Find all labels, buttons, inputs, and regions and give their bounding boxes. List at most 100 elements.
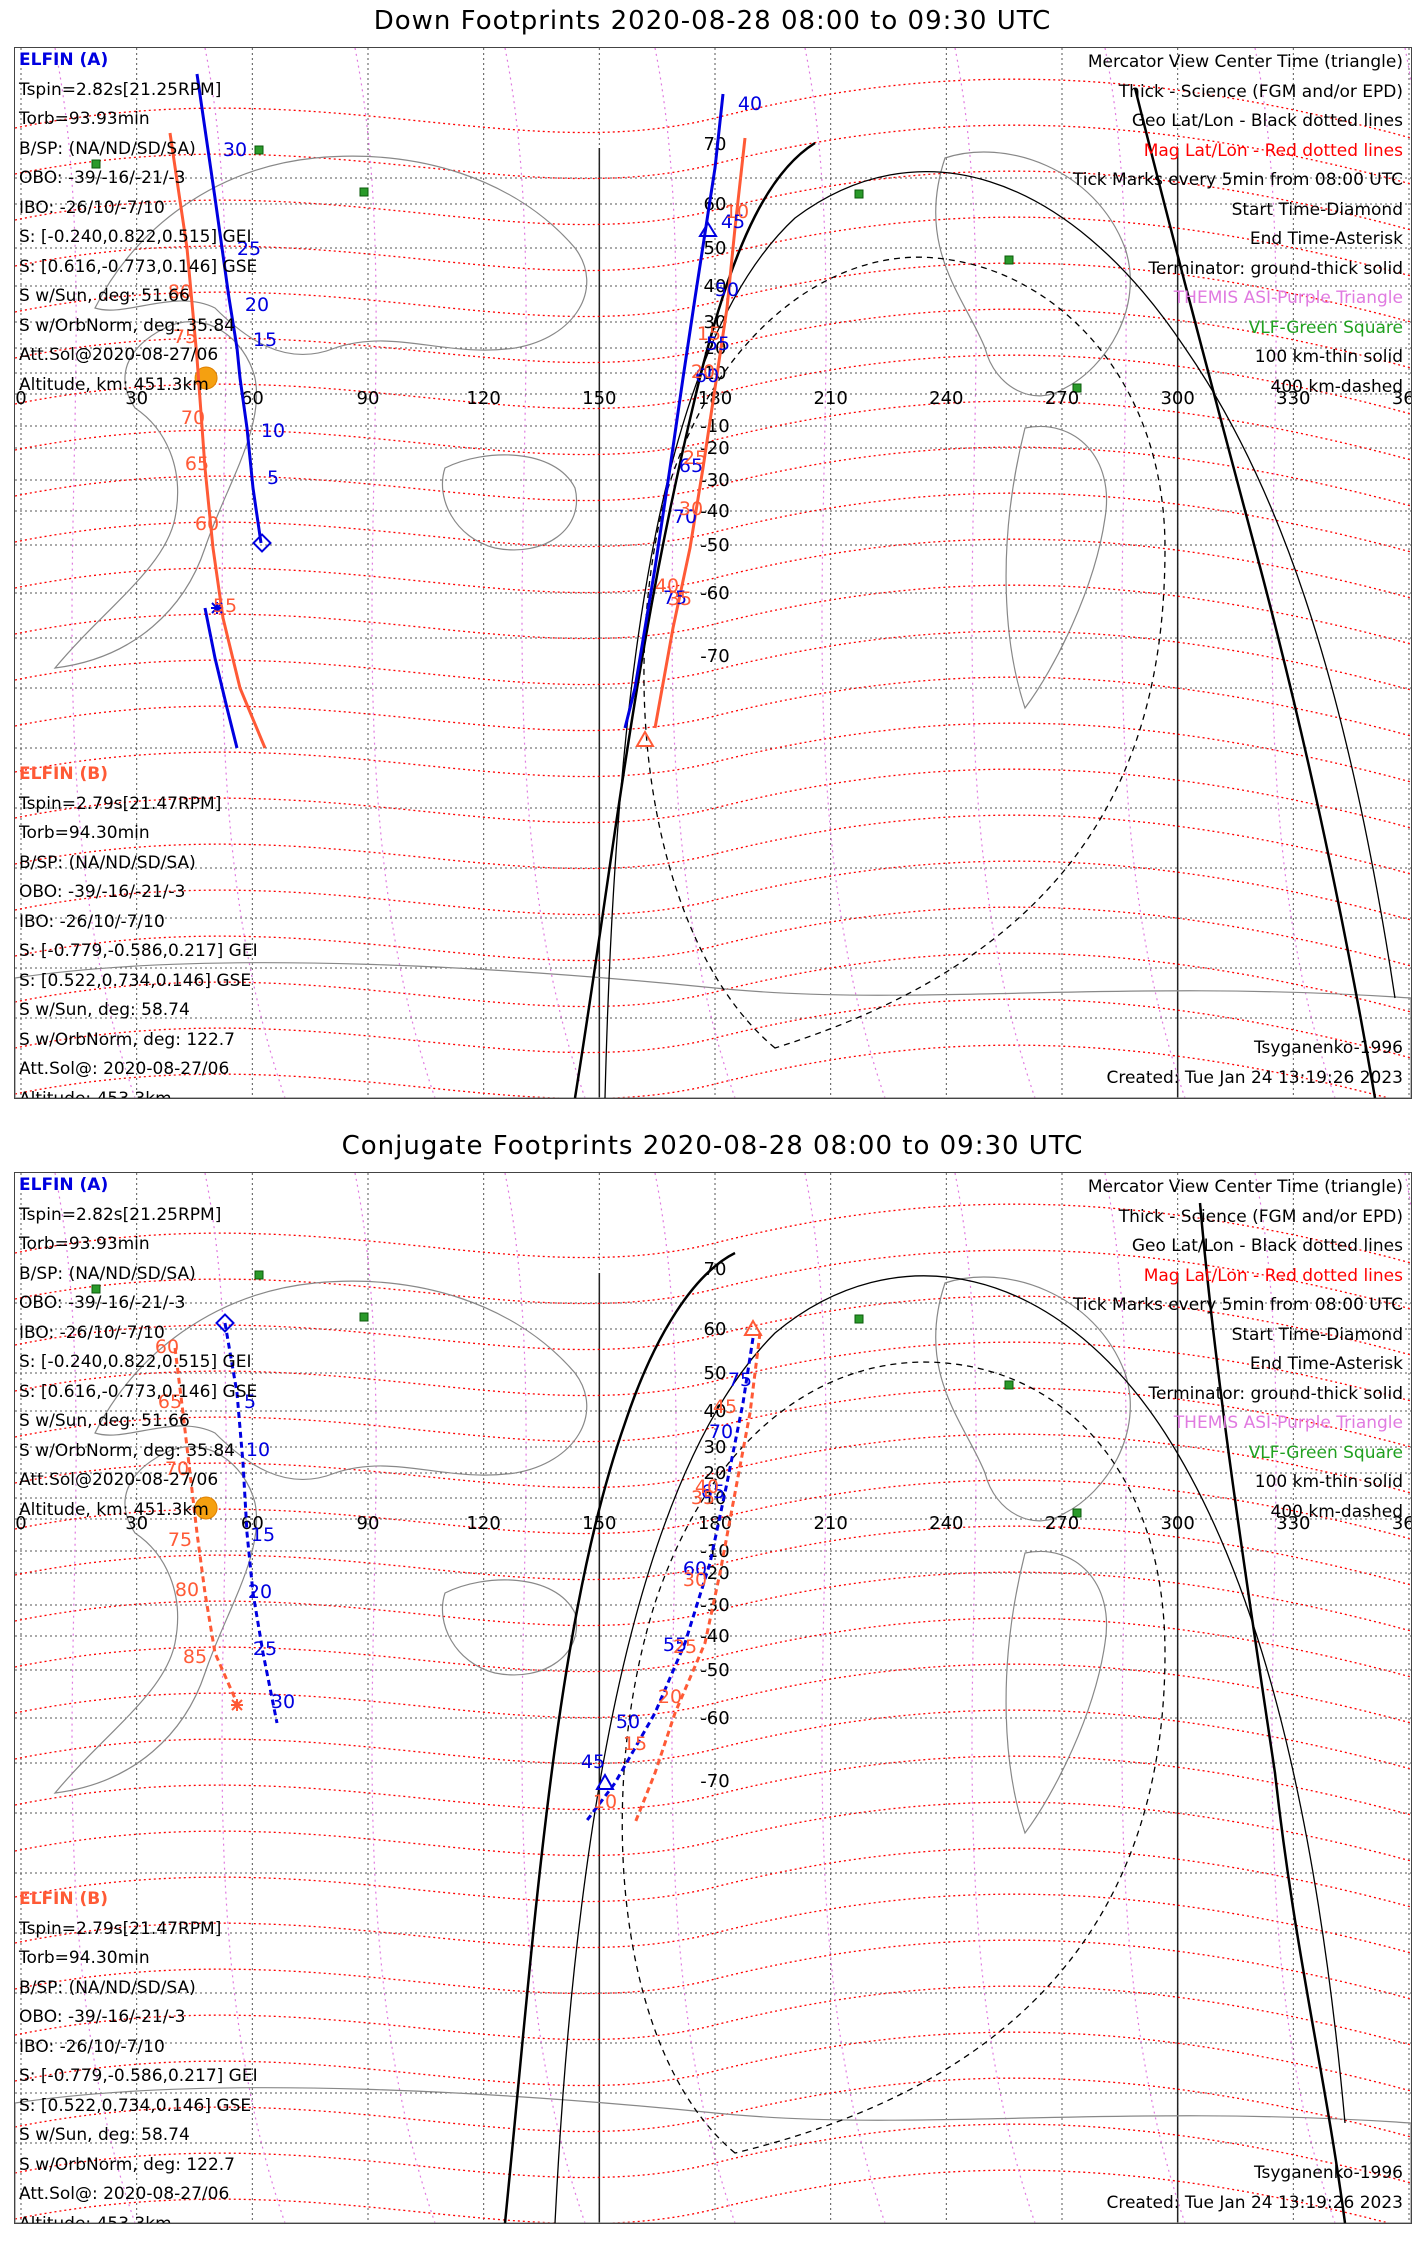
info-line: Att.Sol@: 2020-08-27/06 xyxy=(19,2184,230,2204)
mag-lat-line xyxy=(15,676,1411,737)
map-frame: 0306090120150180210240270300330360706050… xyxy=(14,1172,1412,2224)
continent-outline xyxy=(1005,425,1108,710)
sun-icon xyxy=(194,366,218,390)
mag-lat-line xyxy=(15,308,1411,369)
lon-tick-label: 330 xyxy=(1276,1513,1310,1534)
lat-tick-label: 10 xyxy=(704,363,727,384)
elfin-b-tick-label: 25 xyxy=(683,447,707,469)
continent-outline xyxy=(53,1446,258,1794)
start-diamond-icon xyxy=(252,533,272,553)
mag-lat-line xyxy=(15,2031,1411,2092)
lat-tick-label: -10 xyxy=(700,1541,729,1562)
info-line: Torb=93.93min xyxy=(19,1234,150,1254)
info-line: S w/Sun, deg: 58.74 xyxy=(19,2125,190,2145)
mag-lat-line xyxy=(15,1571,1411,1632)
info-line: Tspin=2.79s[21.47RPM] xyxy=(19,793,222,814)
lat-tick-label: 50 xyxy=(704,1363,727,1384)
legend-item: Mag Lat/Lon - Red dotted lines xyxy=(1143,140,1403,161)
terminator-line xyxy=(503,1251,736,2223)
elfin-a-tick-label: 20 xyxy=(248,1581,272,1603)
legend-item: 100 km-thin solid xyxy=(1254,1472,1403,1492)
elfin-a-tick-label: 25 xyxy=(237,238,261,260)
elfin-b-track xyxy=(653,137,747,729)
elfin-a-tick-label: 50 xyxy=(715,279,739,301)
start-diamond-icon xyxy=(215,1313,235,1333)
legend-item: VLF-Green Square xyxy=(1248,317,1403,338)
lon-tick-label: 180 xyxy=(698,388,732,409)
info-line: Att.Sol@2020-08-27/06 xyxy=(19,345,219,365)
vlf-station-square xyxy=(1072,383,1082,393)
lon-tick-label: 270 xyxy=(1045,1513,1079,1534)
range-400km-line xyxy=(643,256,1166,1049)
mag-lon-line xyxy=(354,1173,436,2223)
elfin-a-tick-label: 40 xyxy=(738,93,762,115)
lat-tick-label: -40 xyxy=(700,501,729,522)
legend-item: Tick Marks every 5min from 08:00 UTC xyxy=(1072,1295,1403,1315)
mag-lat-line xyxy=(15,446,1411,507)
mag-lat-line xyxy=(15,1617,1411,1678)
model-label: Tsyganenko-1996 xyxy=(1253,2163,1403,2183)
lat-tick-label: 10 xyxy=(704,1488,727,1509)
elfin-b-tick-label: 45 xyxy=(713,1396,737,1418)
lat-tick-label: -30 xyxy=(700,470,729,491)
mag-lon-line xyxy=(804,48,886,1098)
lat-tick-label: -50 xyxy=(700,535,729,556)
mag-lat-line xyxy=(15,1249,1411,1310)
continent-outline xyxy=(935,151,1131,397)
end-asterisk-icon xyxy=(211,602,223,614)
mag-lat-line xyxy=(15,1847,1411,1908)
legend-item: 400 km-dashed xyxy=(1270,1501,1403,1522)
elfin-a-tick-label: 25 xyxy=(253,1638,277,1660)
lat-tick-label: -70 xyxy=(700,1771,729,1792)
mag-lat-line xyxy=(15,768,1411,829)
lon-tick-label: 360 xyxy=(1392,1513,1411,1534)
info-line: Att.Sol@: 2020-08-27/06 xyxy=(19,1059,230,1079)
mag-lat-line xyxy=(15,1939,1411,2000)
mag-lon-line xyxy=(804,1173,886,2223)
created-label: Created: Tue Jan 24 13:19:26 2023 xyxy=(1106,1068,1403,1088)
elfin-a-tick-label: 20 xyxy=(245,294,269,316)
mag-lat-line xyxy=(15,2123,1411,2184)
elfin-b-tick-label: 30 xyxy=(683,1569,707,1591)
mag-lat-line xyxy=(15,1893,1411,1954)
mag-lat-line xyxy=(15,170,1411,231)
lon-tick-label: 210 xyxy=(813,388,847,409)
vlf-station-square xyxy=(91,159,101,169)
created-label: Created: Tue Jan 24 13:19:26 2023 xyxy=(1106,2193,1403,2213)
range-100km-line xyxy=(604,171,1396,1098)
lon-tick-label: 150 xyxy=(582,1513,616,1534)
elfin-b-tick-label: 10 xyxy=(593,1791,617,1813)
lat-tick-label: -10 xyxy=(700,416,729,437)
elfin-a-tick-label: 60 xyxy=(683,1558,707,1580)
elfin-b-tick-label: 60 xyxy=(195,513,219,535)
legend-item: 100 km-thin solid xyxy=(1254,347,1403,367)
continent-outline xyxy=(1005,1550,1108,1835)
vlf-station-square xyxy=(854,1314,864,1324)
lat-tick-label: -50 xyxy=(700,1660,729,1681)
elfin-a-tick-label: 15 xyxy=(253,329,277,351)
legend-item: End Time-Asterisk xyxy=(1249,229,1403,249)
elfin-b-tick-label: 40 xyxy=(695,1476,719,1498)
info-line: OBO: -39/-16/-21/-3 xyxy=(19,2007,186,2027)
elfin-a-info: ELFIN (A) Tspin=2.82s[21.25RPM] Torb=93.… xyxy=(19,1173,257,1525)
lat-tick-label: 30 xyxy=(704,312,727,333)
lat-tick-label: 70 xyxy=(704,134,727,155)
lon-tick-label: 0 xyxy=(15,388,26,409)
elfin-b-tick-label: 35 xyxy=(668,588,692,610)
info-line: S: [-0.779,-0.586,0.217] GEI xyxy=(19,941,258,961)
lat-tick-label: 40 xyxy=(704,1401,727,1422)
elfin-b-tick-label: 65 xyxy=(185,453,209,475)
info-line: S: [-0.240,0.822,0.515] GEI xyxy=(19,1352,252,1372)
legend-item: Mercator View Center Time (triangle) xyxy=(1087,1177,1403,1197)
lon-tick-label: 240 xyxy=(929,1513,963,1534)
mag-lat-line xyxy=(15,1295,1411,1356)
mag-lat-line xyxy=(15,354,1411,415)
elfin-a-track xyxy=(623,93,725,729)
info-line: S w/OrbNorm, deg: 122.7 xyxy=(19,1029,236,1050)
lat-tick-label: 60 xyxy=(704,1319,727,1340)
info-line: B/SP: (NA/ND/SD/SA) xyxy=(19,852,196,873)
mag-lat-line xyxy=(15,216,1411,277)
mag-lon-line xyxy=(654,1173,736,2223)
continent-outline xyxy=(441,1579,578,1676)
lon-tick-label: 120 xyxy=(466,388,500,409)
